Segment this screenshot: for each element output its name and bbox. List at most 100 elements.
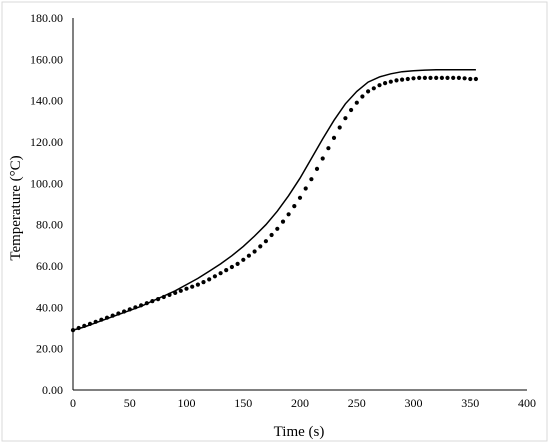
x-tick-label: 250 — [348, 396, 366, 410]
data-point — [417, 75, 422, 80]
data-point — [292, 204, 297, 209]
y-tick-label: 160.00 — [30, 52, 63, 66]
data-point — [331, 135, 337, 140]
data-point — [122, 309, 127, 314]
y-tick-label: 80.00 — [36, 218, 63, 232]
data-point — [82, 323, 87, 328]
data-point — [70, 328, 76, 333]
y-tick-label: 120.00 — [30, 135, 63, 149]
data-point — [383, 81, 388, 86]
data-point — [144, 301, 149, 306]
data-point — [139, 303, 144, 308]
data-point — [212, 274, 217, 279]
data-point — [326, 146, 331, 151]
data-point — [366, 89, 371, 94]
data-point — [405, 76, 410, 82]
data-point — [394, 78, 399, 83]
data-point — [354, 100, 359, 105]
x-tick-label: 350 — [461, 396, 479, 410]
data-point — [156, 297, 161, 302]
data-point — [400, 77, 405, 82]
x-axis-title: Time (s) — [274, 424, 325, 440]
data-point — [76, 325, 81, 331]
data-point — [428, 75, 433, 80]
data-point — [360, 94, 365, 99]
y-tick-label: 180.00 — [30, 11, 63, 25]
data-point — [451, 75, 456, 80]
x-tick-label: 200 — [291, 396, 309, 410]
y-tick-label: 0.00 — [42, 383, 63, 397]
data-point — [127, 307, 132, 312]
data-point — [439, 75, 444, 80]
y-tick-label: 100.00 — [30, 176, 63, 190]
series-group — [70, 68, 478, 333]
data-point — [195, 282, 200, 287]
data-point — [269, 232, 274, 238]
data-point — [161, 294, 166, 300]
data-point — [445, 75, 450, 80]
data-point — [110, 313, 115, 318]
data-point — [337, 125, 342, 130]
series-dots — [70, 75, 478, 333]
data-point — [133, 305, 138, 310]
data-point — [150, 299, 155, 304]
data-point — [116, 311, 121, 316]
data-point — [388, 79, 393, 84]
y-tick-label: 40.00 — [36, 300, 63, 314]
x-tick-labels: 0 50 100 150 200 250 300 350 400 — [70, 396, 536, 410]
y-tick-label: 20.00 — [36, 342, 63, 356]
data-point — [343, 116, 348, 121]
data-point — [258, 244, 263, 249]
data-point — [314, 166, 320, 171]
y-tick-label: 140.00 — [30, 94, 63, 108]
data-point — [104, 315, 110, 320]
data-point — [252, 249, 257, 254]
data-point — [434, 75, 439, 80]
x-tick-label: 50 — [124, 396, 136, 410]
data-point — [235, 261, 240, 266]
x-tick-label: 100 — [178, 396, 196, 410]
data-point — [473, 76, 478, 82]
data-point — [218, 271, 223, 276]
data-point — [241, 257, 246, 262]
data-point — [297, 195, 303, 200]
data-point — [349, 107, 354, 113]
data-point — [286, 212, 291, 217]
x-tick-label: 300 — [405, 396, 423, 410]
data-point — [280, 219, 286, 224]
data-point — [184, 286, 189, 291]
data-point — [207, 277, 212, 282]
data-point — [190, 284, 195, 289]
data-point — [93, 319, 98, 324]
data-point — [178, 288, 183, 293]
data-point — [275, 226, 280, 231]
data-point — [303, 186, 308, 191]
y-tick-labels: 0.00 20.00 40.00 60.00 80.00 100.00 120.00 140.… — [30, 11, 63, 397]
data-point — [309, 177, 314, 182]
x-tick-label: 150 — [234, 396, 252, 410]
y-tick-label: 60.00 — [36, 259, 63, 273]
data-point — [320, 156, 325, 161]
x-tick-label: 0 — [70, 396, 76, 410]
data-point — [87, 321, 93, 326]
data-point — [201, 280, 206, 285]
data-point — [246, 253, 251, 258]
data-point — [377, 83, 382, 88]
data-point — [224, 268, 229, 273]
data-point — [173, 290, 178, 295]
data-point — [462, 76, 467, 81]
axes — [72, 18, 527, 391]
data-point — [99, 317, 104, 322]
data-point — [422, 75, 427, 80]
data-point — [263, 239, 268, 244]
data-point — [411, 76, 416, 81]
data-point — [167, 292, 172, 297]
data-point — [456, 75, 461, 80]
y-axis-title: Temperature (°C) — [8, 155, 24, 260]
data-point — [468, 76, 473, 82]
data-point — [371, 86, 376, 91]
data-point — [229, 264, 234, 270]
x-tick-label: 400 — [518, 396, 536, 410]
